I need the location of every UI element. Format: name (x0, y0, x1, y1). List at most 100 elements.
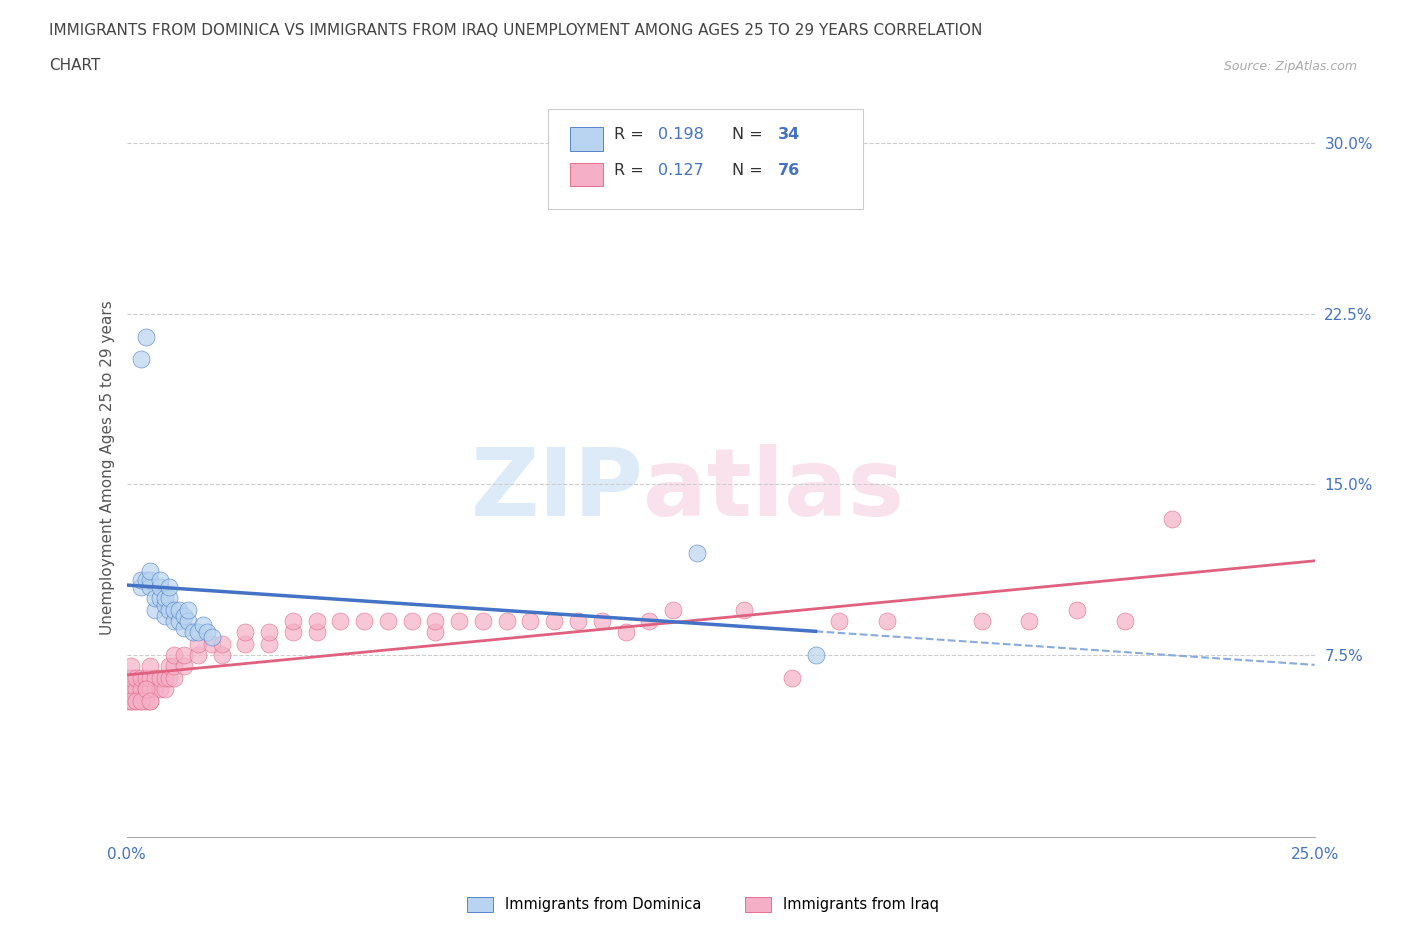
Point (143, 602, 166, 617)
Point (157, 671, 180, 685)
Point (211, 647, 233, 662)
Point (149, 671, 172, 685)
Point (401, 614, 423, 629)
Text: IMMIGRANTS FROM DOMINICA VS IMMIGRANTS FROM IRAQ UNEMPLOYMENT AMONG AGES 25 TO 2: IMMIGRANTS FROM DOMINICA VS IMMIGRANTS F… (49, 23, 983, 38)
Point (135, 573, 157, 588)
Point (173, 609, 195, 624)
Point (125, 682, 148, 697)
Point (139, 564, 162, 578)
Point (177, 602, 200, 617)
Point (591, 614, 613, 629)
Point (377, 614, 399, 629)
Point (115, 671, 138, 685)
Point (139, 682, 162, 697)
Point (876, 614, 898, 629)
Point (163, 614, 186, 629)
Point (139, 693, 162, 708)
Point (139, 693, 162, 708)
Point (614, 625, 637, 640)
Point (129, 352, 152, 366)
Point (472, 614, 495, 629)
FancyBboxPatch shape (548, 109, 863, 208)
Text: ZIP: ZIP (471, 444, 644, 536)
Point (153, 609, 176, 624)
Point (129, 579, 152, 594)
Point (181, 625, 204, 640)
Text: 76: 76 (778, 163, 800, 178)
Point (686, 545, 709, 560)
Text: 34: 34 (778, 127, 800, 142)
Point (1161, 512, 1184, 526)
Point (153, 682, 176, 697)
Point (157, 602, 180, 617)
Text: R =: R = (613, 163, 648, 178)
Point (115, 682, 138, 697)
Point (167, 614, 190, 629)
Y-axis label: Unemployment Among Ages 25 to 29 years: Unemployment Among Ages 25 to 29 years (100, 300, 115, 634)
FancyBboxPatch shape (569, 127, 603, 151)
Point (191, 618, 214, 633)
Point (129, 671, 152, 685)
Text: Source: ZipAtlas.com: Source: ZipAtlas.com (1223, 60, 1357, 73)
Point (129, 573, 152, 588)
Point (163, 602, 186, 617)
Point (143, 682, 166, 697)
Point (157, 579, 180, 594)
Point (187, 625, 209, 640)
Point (305, 614, 328, 629)
Point (233, 636, 256, 651)
Point (662, 602, 685, 617)
Point (187, 647, 209, 662)
Point (163, 671, 186, 685)
Point (233, 625, 256, 640)
Point (201, 636, 224, 651)
Text: CHART: CHART (49, 58, 101, 73)
Point (163, 647, 186, 662)
Text: N =: N = (733, 163, 768, 178)
Point (157, 659, 180, 674)
Text: 0.127: 0.127 (658, 163, 703, 178)
Point (1066, 602, 1088, 617)
Point (970, 614, 993, 629)
Point (211, 636, 233, 651)
Point (129, 693, 152, 708)
Point (129, 693, 152, 708)
Point (149, 591, 172, 605)
Point (125, 693, 148, 708)
Point (173, 659, 195, 674)
Point (163, 659, 186, 674)
Point (139, 659, 162, 674)
Point (153, 597, 176, 612)
Point (425, 625, 447, 640)
Legend: Immigrants from Dominica, Immigrants from Iraq: Immigrants from Dominica, Immigrants fro… (461, 891, 945, 918)
Point (567, 614, 589, 629)
Point (305, 625, 328, 640)
Point (157, 591, 180, 605)
Point (120, 659, 142, 674)
Point (139, 671, 162, 685)
Point (135, 693, 157, 708)
Point (120, 693, 142, 708)
Point (120, 671, 142, 685)
Point (125, 671, 148, 685)
Point (195, 625, 218, 640)
Point (804, 647, 827, 662)
Point (173, 620, 195, 635)
Point (135, 329, 157, 344)
Point (733, 602, 755, 617)
Text: 0.198: 0.198 (658, 127, 703, 142)
Point (353, 614, 375, 629)
Point (125, 693, 148, 708)
Point (139, 573, 162, 588)
Point (177, 614, 200, 629)
Point (495, 614, 517, 629)
Text: R =: R = (613, 127, 648, 142)
Point (281, 614, 304, 629)
Point (201, 630, 224, 644)
Point (281, 625, 304, 640)
Point (449, 614, 471, 629)
Point (149, 579, 172, 594)
Text: atlas: atlas (644, 444, 904, 536)
Point (167, 602, 190, 617)
Text: N =: N = (733, 127, 768, 142)
